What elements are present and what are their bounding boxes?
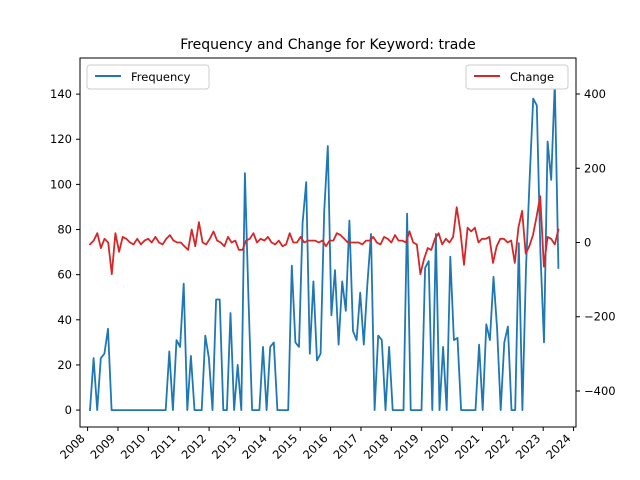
chart-title: Frequency and Change for Keyword: trade — [180, 37, 476, 53]
y-right-tick-label: −200 — [584, 310, 616, 324]
y-left-tick-label: 40 — [57, 313, 72, 327]
y-left-tick-label: 80 — [57, 223, 72, 237]
legend-frequency-label: Frequency — [131, 70, 191, 84]
y-left-tick-label: 60 — [57, 268, 72, 282]
series-line-change — [88, 195, 560, 276]
y-left-tick-label: 120 — [50, 132, 72, 146]
y-right-tick-label: 0 — [584, 236, 591, 250]
y-left-tick-label: 20 — [57, 358, 72, 372]
legend-change: Change — [465, 64, 569, 90]
series-line-frequency — [89, 81, 560, 412]
y-right-tick-label: −400 — [584, 384, 616, 398]
legend-frequency: Frequency — [86, 64, 210, 90]
y-right-tick-label: 400 — [584, 87, 606, 101]
legend-change-label: Change — [510, 70, 554, 84]
plot-frame — [79, 57, 577, 428]
y-left-tick-label: 0 — [65, 403, 72, 417]
y-left-tick-label: 100 — [50, 177, 72, 191]
y-left-tick-label: 140 — [50, 87, 72, 101]
y-right-tick-label: 200 — [584, 161, 606, 175]
